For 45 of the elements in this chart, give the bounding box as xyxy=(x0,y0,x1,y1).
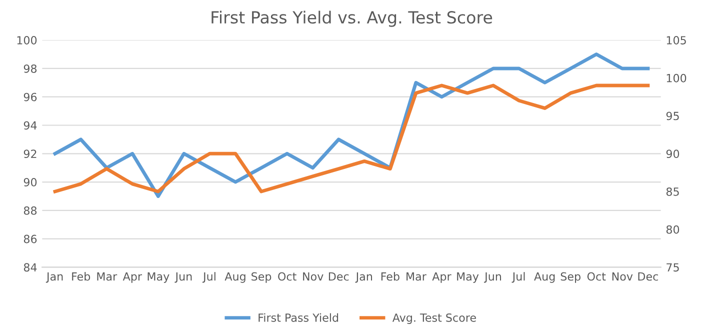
legend-label: First Pass Yield xyxy=(258,313,338,322)
x-tick-label: Sep xyxy=(252,272,272,283)
y-tick-label: 92 xyxy=(24,150,36,158)
y2-tick-label: 80 xyxy=(666,225,680,234)
x-tick-label: Feb xyxy=(72,272,90,281)
x-tick-label: Apr xyxy=(432,272,452,283)
x-tick-label: May xyxy=(457,272,479,283)
y-tick-label: 86 xyxy=(24,234,37,244)
y2-tick-label: 90 xyxy=(666,150,680,158)
y2-tick-label: 75 xyxy=(666,263,679,272)
y2-tick-label: 95 xyxy=(666,112,679,120)
y-tick-label: 98 xyxy=(24,64,37,73)
x-tick-label: Jun xyxy=(484,272,502,283)
x-tick-label: May xyxy=(148,272,170,283)
y2-tick-label: 100 xyxy=(666,74,686,82)
x-tick-label: Mar xyxy=(406,272,426,281)
y-tick-label: 88 xyxy=(24,206,37,215)
line-series xyxy=(53,84,650,194)
x-tick-label: Dec xyxy=(328,272,349,281)
x-tick-label: Jul xyxy=(512,272,525,283)
y-tick-label: 90 xyxy=(24,178,37,186)
x-tick-label: Nov xyxy=(303,272,324,281)
x-tick-label: Sep xyxy=(560,272,580,283)
x-tick-label: Jul xyxy=(202,272,216,283)
y-tick-label: 96 xyxy=(24,92,37,102)
x-tick-label: Aug xyxy=(534,272,555,283)
legend-label: Avg. Test Score xyxy=(392,313,476,324)
x-tick-label: Feb xyxy=(381,272,400,281)
x-tick-label: Mar xyxy=(97,272,118,281)
x-tick-label: Jan xyxy=(355,272,372,283)
y-tick-label: 84 xyxy=(24,263,37,272)
x-tick-label: Oct xyxy=(587,272,606,281)
x-tick-label: Dec xyxy=(638,272,658,281)
line-series xyxy=(53,52,650,198)
y-tick-label: 100 xyxy=(17,36,37,44)
y2-tick-label: 85 xyxy=(666,187,679,196)
x-tick-label: Nov xyxy=(612,272,633,281)
x-tick-label: Apr xyxy=(122,272,142,283)
x-tick-label: Aug xyxy=(224,272,246,283)
x-tick-label: Oct xyxy=(278,272,296,281)
y-tick-label: 94 xyxy=(24,121,37,130)
x-tick-label: Jan xyxy=(46,272,63,283)
y2-tick-label: 105 xyxy=(666,36,686,44)
x-tick-label: Jun xyxy=(174,272,192,283)
chart-title: First Pass Yield vs. Avg. Test Score xyxy=(212,10,492,27)
